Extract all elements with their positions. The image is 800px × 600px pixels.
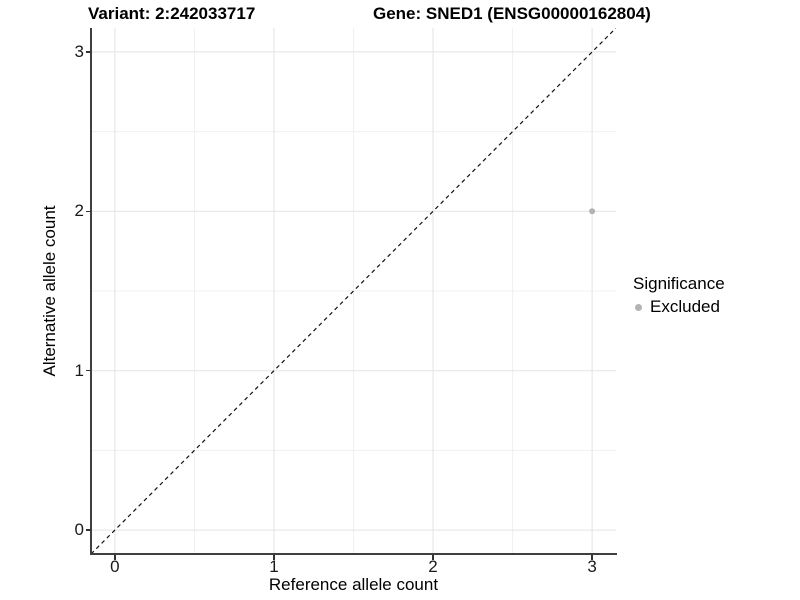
x-tick-label: 1 xyxy=(269,557,279,576)
x-tick-mark xyxy=(591,555,593,560)
y-tick-label: 0 xyxy=(74,520,84,540)
variant-title: Variant: 2:242033717 xyxy=(88,4,256,23)
y-axis-title: Alternative allele count xyxy=(40,205,59,377)
y-tick-mark xyxy=(86,529,91,531)
y-tick-label: 3 xyxy=(74,41,84,61)
y-tick-mark xyxy=(86,51,91,53)
x-axis-line xyxy=(90,553,617,555)
x-tick-label: 0 xyxy=(110,557,120,576)
excluded-point-icon xyxy=(635,303,642,311)
x-tick-mark xyxy=(114,555,116,560)
x-tick-label: 2 xyxy=(428,557,438,576)
y-tick-mark xyxy=(86,369,91,372)
x-tick-mark xyxy=(432,555,434,560)
x-tick-mark xyxy=(273,555,275,560)
identity-dashed-line xyxy=(90,27,617,555)
legend-title: Significance xyxy=(633,274,725,293)
legend-item-label: Excluded xyxy=(650,297,720,316)
gene-title: Gene: SNED1 (ENSG00000162804) xyxy=(373,4,651,23)
plot-panel-svg xyxy=(90,27,617,555)
y-tick-label: 2 xyxy=(74,201,84,221)
y-tick-mark xyxy=(86,210,91,213)
y-tick-label: 1 xyxy=(74,360,84,380)
x-tick-label: 3 xyxy=(587,557,597,576)
x-axis-title: Reference allele count xyxy=(268,575,439,594)
data-point xyxy=(589,208,596,215)
legend-item-excluded: Excluded xyxy=(633,297,725,317)
plot-panel xyxy=(90,27,617,555)
y-axis-line xyxy=(90,28,92,555)
legend: Significance Excluded xyxy=(633,274,725,317)
